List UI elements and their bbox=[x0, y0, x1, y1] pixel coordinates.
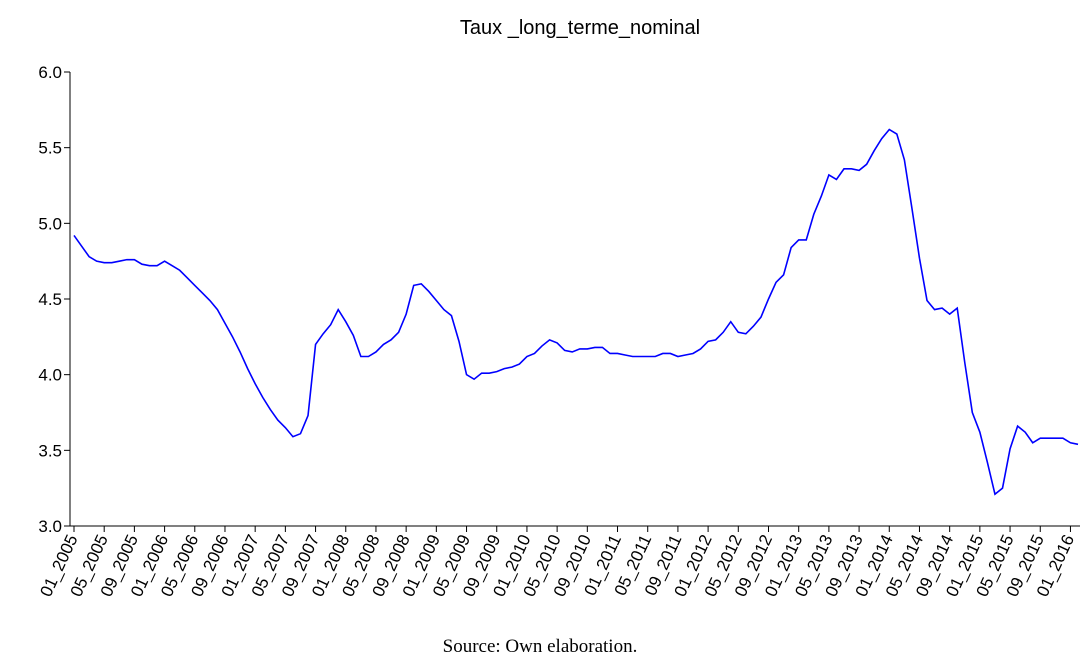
data-line bbox=[73, 128, 1079, 496]
y-tick-label: 3.0 bbox=[38, 517, 62, 536]
y-tick-label: 6.0 bbox=[38, 63, 62, 82]
chart-title: Taux _long_terme_nominal bbox=[460, 17, 700, 39]
source-note: Source: Own elaboration. bbox=[443, 636, 638, 657]
y-tick-label: 4.5 bbox=[38, 290, 62, 309]
y-tick-label: 5.5 bbox=[38, 139, 62, 158]
y-tick-label: 3.5 bbox=[38, 441, 62, 460]
y-tick-label: 5.0 bbox=[38, 214, 62, 233]
y-tick-label: 4.0 bbox=[38, 366, 62, 385]
